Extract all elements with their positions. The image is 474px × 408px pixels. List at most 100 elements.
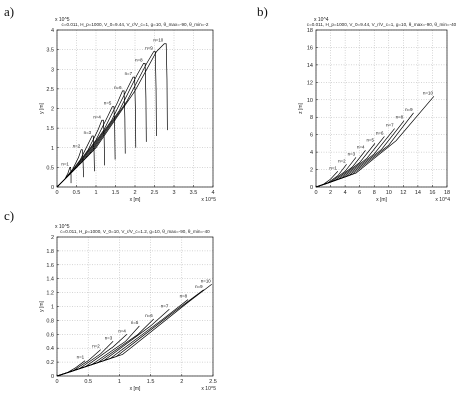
y-tick-label: 1.8 <box>46 249 54 255</box>
y-tick-label: 10 <box>307 98 313 104</box>
series-line <box>56 299 189 377</box>
series-line <box>56 76 137 188</box>
x-tick-label: 1 <box>118 379 121 385</box>
series-label: n=3 <box>84 130 92 135</box>
x-tick-label: 4 <box>344 190 347 196</box>
series-label: n=3 <box>348 151 356 156</box>
y-tick-label: 3 <box>51 67 54 73</box>
x-tick-label: 2 <box>133 190 136 196</box>
x-exponent-label: x 10^5 <box>201 386 216 392</box>
series-line <box>56 149 84 188</box>
series-line <box>56 309 170 377</box>
x-tick-label: 2 <box>329 190 332 196</box>
series-label: n=6 <box>114 85 122 90</box>
plot-frame <box>56 236 214 377</box>
y-tick-label: 18 <box>307 28 313 34</box>
chart-title: c=0.011, H_p=1000, V_0=9.44, V_r/V_c=1, … <box>62 22 209 27</box>
y-tick-label: 8 <box>310 115 313 121</box>
y-tick-label: 0 <box>310 185 313 191</box>
series-label: n=8 <box>135 57 143 62</box>
y-tick-label: 0.6 <box>46 332 54 338</box>
y-tick-label: 1 <box>51 146 54 152</box>
series-label: n=2 <box>92 344 100 349</box>
series-label: n=8 <box>180 294 188 299</box>
x-tick-label: 0.5 <box>73 190 81 196</box>
y-tick-label: 1 <box>51 305 54 311</box>
series-label: n=5 <box>131 320 139 325</box>
y-tick-label: 6 <box>310 133 313 139</box>
series-label: n=10 <box>153 38 163 43</box>
x-tick-label: 4 <box>211 190 214 196</box>
series-label: n=5 <box>366 137 374 142</box>
y-axis-label: y [m] <box>39 102 45 113</box>
x-axis-label: x [m] <box>130 386 141 392</box>
plot-frame <box>315 29 448 188</box>
y-tick-label: 2 <box>310 168 313 174</box>
chart-title: c=0.011, H_p=1000, V_0=9.44, V_r/V_c=1, … <box>307 22 457 27</box>
y-tick-label: 14 <box>307 63 313 69</box>
y-tick-label: 1.2 <box>46 291 54 297</box>
x-tick-label: 14 <box>415 190 421 196</box>
series-line <box>315 96 435 188</box>
panel-label-c: c) <box>4 208 15 223</box>
x-exponent-label: x 10^4 <box>435 197 450 203</box>
series-line <box>56 63 147 188</box>
y-tick-label: 0.4 <box>46 346 54 352</box>
series-label: n=5 <box>104 101 112 106</box>
x-tick-label: 18 <box>444 190 450 196</box>
series-line <box>56 119 105 188</box>
y-tick-label: 2 <box>51 235 54 241</box>
x-axis-label: x [m] <box>130 197 141 203</box>
y-tick-label: 0.2 <box>46 360 54 366</box>
x-tick-label: 10 <box>386 190 392 196</box>
series-label: n=7 <box>125 71 133 76</box>
series-label: n=1 <box>77 355 85 360</box>
x-tick-label: 2.5 <box>209 379 217 385</box>
chart-a: 0 0.5 1 1.5 2 2.5 3 3.5 4 0 0.5 1 1.5 2 2.5 3 3.5 4 c=0.01… <box>39 17 216 203</box>
y-tick-label: 2 <box>51 107 54 113</box>
series-label: n=1 <box>61 161 69 166</box>
series-label: n=9 <box>145 46 153 51</box>
series-line <box>56 51 157 188</box>
series-line <box>56 106 116 188</box>
chart-c: 0 0.5 1 1.5 2 2.5 0 0.2 0.4 0.6 0.8 1 1.2 1.4 1.6 1.8 2 c… <box>39 224 217 392</box>
series-label: n=1 <box>329 165 337 170</box>
series-label: n=8 <box>396 115 404 120</box>
y-tick-label: 1.5 <box>46 126 54 132</box>
y-exponent-label: x 10^5 <box>55 224 70 230</box>
series-label: n=10 <box>423 90 433 95</box>
y-tick-label: 16 <box>307 45 313 51</box>
series-label: n=7 <box>161 303 169 308</box>
series-line <box>56 334 128 377</box>
series-label: n=6 <box>145 313 153 318</box>
y-tick-label: 3.5 <box>46 48 54 54</box>
y-axis-label: z [m] <box>298 102 304 113</box>
series-label: n=10 <box>201 278 211 283</box>
series-label: n=4 <box>357 144 365 149</box>
y-tick-label: 2.5 <box>46 87 54 93</box>
series-label: n=6 <box>376 130 384 135</box>
x-tick-label: 6 <box>358 190 361 196</box>
x-tick-label: 1.5 <box>147 379 155 385</box>
series-line <box>56 167 72 188</box>
y-tick-label: 0.8 <box>46 318 54 324</box>
x-tick-label: 0.5 <box>84 379 92 385</box>
y-tick-label: 1.4 <box>46 277 54 283</box>
x-tick-label: 0 <box>55 379 58 385</box>
series-label: n=7 <box>386 123 394 128</box>
x-exponent-label: x 10^5 <box>201 197 216 203</box>
series-line <box>56 43 168 188</box>
series-label: n=2 <box>73 144 81 149</box>
y-tick-label: 1.6 <box>46 263 54 269</box>
x-tick-label: 12 <box>400 190 406 196</box>
chart-title: c=0.011, H_p=1000, V_0=10, V_r/V_c=1.2, … <box>60 229 210 234</box>
series-label: n=3 <box>105 335 113 340</box>
x-tick-label: 2.5 <box>151 190 159 196</box>
x-tick-label: 0 <box>314 190 317 196</box>
y-tick-label: 0 <box>51 374 54 380</box>
panel-label-b: b) <box>257 4 268 19</box>
x-tick-label: 16 <box>429 190 435 196</box>
series-line <box>315 150 366 188</box>
